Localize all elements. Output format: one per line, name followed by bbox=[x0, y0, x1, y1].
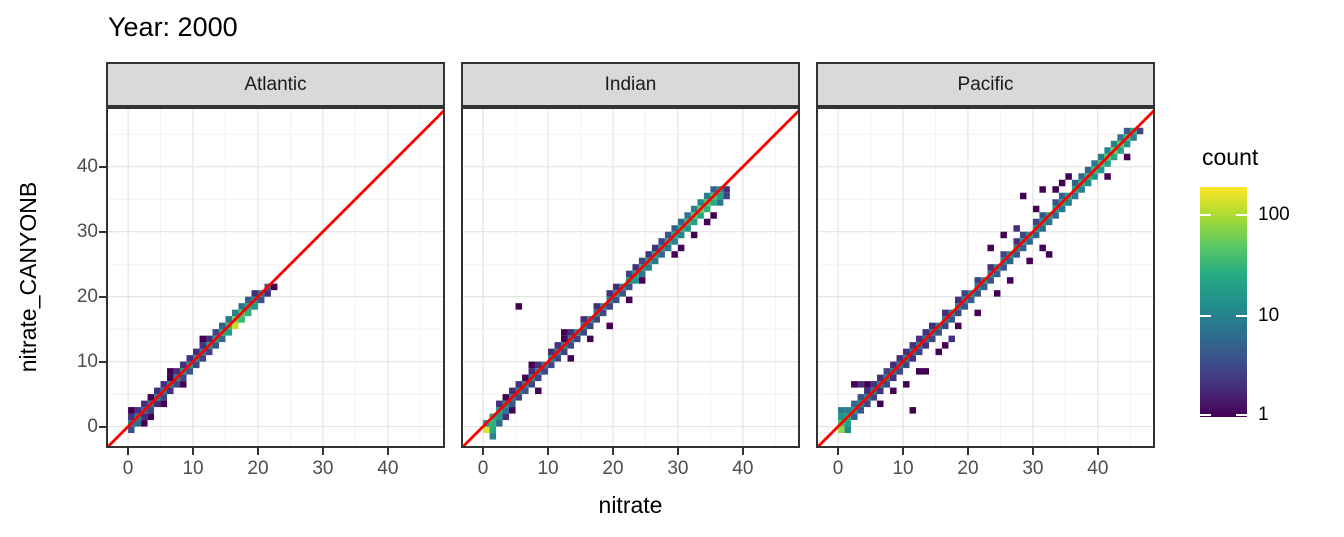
legend-colorbar bbox=[1200, 187, 1247, 417]
x-tick-mark bbox=[676, 448, 679, 455]
legend-tick-label: 100 bbox=[1258, 204, 1290, 226]
colorbar-tick-mark bbox=[1236, 315, 1247, 318]
x-tick-label: 40 bbox=[732, 458, 754, 479]
x-tick-mark bbox=[256, 448, 259, 455]
x-tick-label: 10 bbox=[537, 458, 559, 479]
x-tick-label: 10 bbox=[892, 458, 914, 479]
colorbar-tick-mark bbox=[1236, 414, 1247, 416]
identity-line bbox=[816, 108, 1155, 448]
y-axis-title: nitrate_CANYONB bbox=[15, 181, 41, 373]
y-tick-label: 20 bbox=[76, 285, 98, 307]
colorbar-tick-mark bbox=[1200, 214, 1211, 217]
x-tick-mark bbox=[192, 448, 195, 455]
facet-label-pacific: Pacific bbox=[957, 73, 1014, 95]
x-tick-label: 10 bbox=[182, 458, 204, 479]
x-tick-mark bbox=[321, 448, 324, 455]
identity-line bbox=[461, 108, 800, 448]
y-tick-mark bbox=[99, 425, 106, 428]
y-tick-label: 0 bbox=[87, 415, 98, 437]
y-tick-mark bbox=[99, 360, 106, 363]
x-tick-label: 30 bbox=[667, 458, 689, 479]
x-tick-label: 30 bbox=[312, 458, 334, 479]
panel-pacific bbox=[816, 107, 1155, 448]
y-tick-mark bbox=[99, 230, 106, 233]
facet-label-atlantic: Atlantic bbox=[244, 73, 307, 95]
legend-tick-label: 10 bbox=[1258, 305, 1280, 327]
colorbar-tick-mark bbox=[1236, 214, 1247, 217]
panel-atlantic bbox=[106, 107, 445, 448]
x-tick-label: 0 bbox=[122, 458, 134, 479]
panel-border bbox=[816, 107, 1155, 448]
y-tick-mark bbox=[99, 295, 106, 298]
x-axis-title: nitrate bbox=[598, 492, 663, 518]
facet-label-indian: Indian bbox=[604, 73, 657, 95]
facet-strip-atlantic: Atlantic bbox=[106, 62, 445, 107]
x-tick-mark bbox=[547, 448, 550, 455]
x-tick-label: 30 bbox=[1022, 458, 1044, 479]
x-tick-mark bbox=[482, 448, 485, 455]
facet-strip-pacific: Pacific bbox=[816, 62, 1155, 107]
identity-line bbox=[106, 108, 445, 448]
colorbar-tick-mark bbox=[1200, 414, 1211, 416]
x-tick-mark bbox=[837, 448, 840, 455]
y-tick-label: 30 bbox=[76, 220, 98, 242]
x-tick-mark bbox=[966, 448, 969, 455]
x-tick-mark bbox=[386, 448, 389, 455]
legend-tick-label: 1 bbox=[1258, 404, 1269, 425]
y-tick-label: 10 bbox=[76, 350, 98, 372]
x-tick-label: 40 bbox=[377, 458, 399, 479]
x-tick-label: 20 bbox=[602, 458, 624, 479]
x-tick-label: 20 bbox=[957, 458, 979, 479]
x-tick-label: 0 bbox=[832, 458, 844, 479]
facet-strip-indian: Indian bbox=[461, 62, 800, 107]
x-tick-mark bbox=[1096, 448, 1099, 455]
x-tick-mark bbox=[1031, 448, 1034, 455]
x-tick-label: 20 bbox=[247, 458, 269, 479]
x-tick-label: 0 bbox=[477, 458, 489, 479]
y-tick-label: 40 bbox=[76, 155, 98, 177]
colorbar-tick-mark bbox=[1200, 315, 1211, 318]
panel-indian bbox=[461, 107, 800, 448]
panel-border bbox=[461, 107, 800, 448]
x-tick-mark bbox=[902, 448, 905, 455]
panel-border bbox=[106, 107, 445, 448]
y-tick-mark bbox=[99, 165, 106, 168]
x-tick-label: 40 bbox=[1087, 458, 1109, 479]
x-tick-mark bbox=[611, 448, 614, 455]
x-tick-mark bbox=[741, 448, 744, 455]
plot-title: Year: 2000 bbox=[108, 12, 238, 42]
x-tick-mark bbox=[127, 448, 130, 455]
legend-title: count bbox=[1202, 144, 1259, 170]
